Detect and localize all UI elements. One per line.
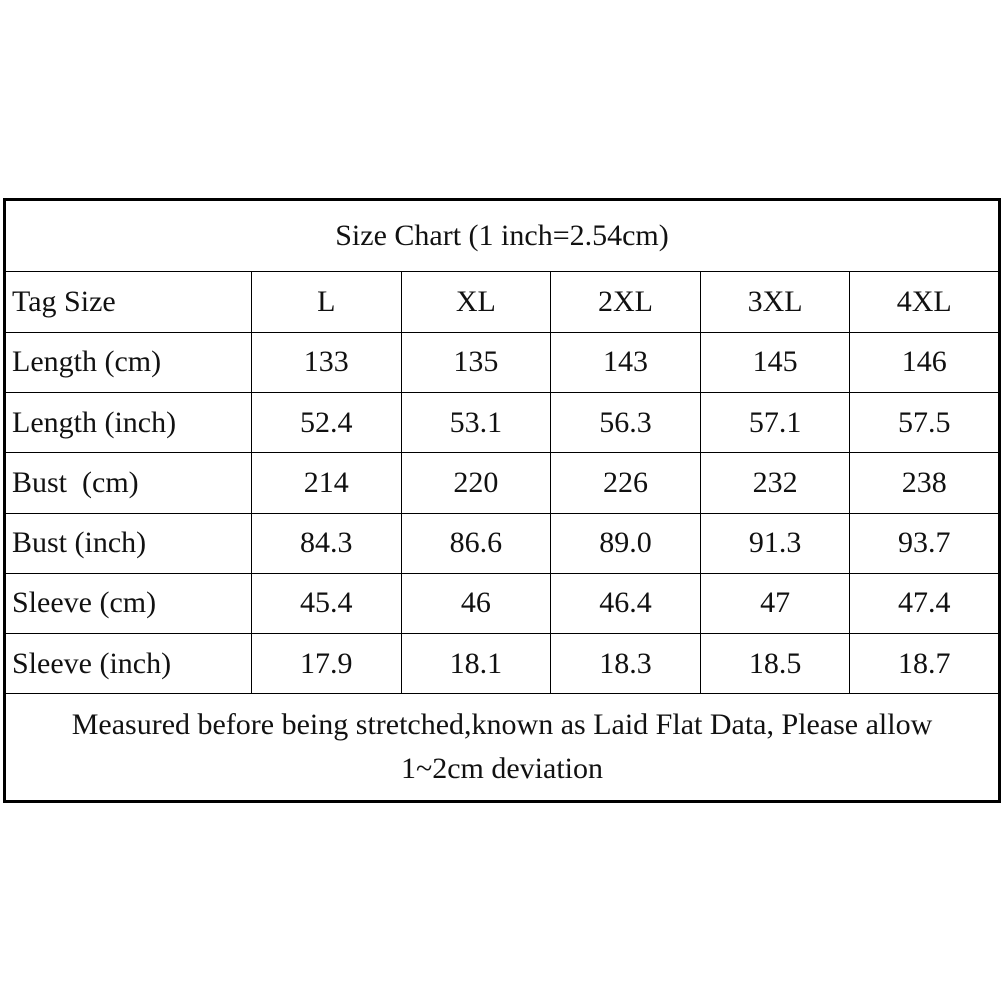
header-row: Tag Size L XL 2XL 3XL 4XL (4, 271, 1001, 333)
note-row: Measured before being stretched,known as… (3, 693, 1001, 802)
row-label: Sleeve (inch) (4, 633, 252, 695)
table-cell: 47.4 (849, 572, 1001, 635)
table-cell: 89.0 (550, 512, 701, 574)
table-cell: 47 (699, 572, 851, 635)
table-cell: 232 (699, 452, 851, 514)
table-cell: 91.3 (699, 512, 851, 574)
table-row: Sleeve (cm) 45.4 46 46.4 47 47.4 (4, 572, 1001, 635)
title-row: Size Chart (1 inch=2.54cm) (3, 198, 1001, 273)
table-cell: 238 (849, 452, 1001, 514)
tag-size-label: Tag Size (4, 271, 252, 333)
table-cell: 18.1 (400, 633, 552, 695)
table-cell: 17.9 (251, 633, 402, 695)
table-row: Length (cm) 133 135 143 145 146 (4, 331, 1001, 393)
row-label: Bust (inch) (4, 512, 252, 574)
row-label: Length (cm) (4, 331, 252, 393)
table-cell: 57.1 (699, 391, 851, 454)
table-cell: 146 (849, 331, 1001, 393)
measurement-note: Measured before being stretched,known as… (3, 693, 1001, 802)
chart-title: Size Chart (1 inch=2.54cm) (3, 198, 1001, 273)
row-label: Length (inch) (4, 391, 252, 454)
size-chart-table: Size Chart (1 inch=2.54cm) Tag Size L XL… (3, 198, 1001, 803)
table-cell: 56.3 (550, 391, 701, 454)
table-row: Bust (inch) 84.3 86.6 89.0 91.3 93.7 (4, 512, 1001, 574)
table-cell: 57.5 (849, 391, 1001, 454)
table-cell: 53.1 (400, 391, 552, 454)
table-cell: 145 (699, 331, 851, 393)
table-cell: 46.4 (550, 572, 701, 635)
table-cell: 133 (251, 331, 402, 393)
size-header-cell: L (251, 271, 402, 333)
size-header-cell: 3XL (699, 271, 851, 333)
table-row: Length (inch) 52.4 53.1 56.3 57.1 57.5 (4, 391, 1001, 454)
row-label: Bust (cm) (4, 452, 252, 514)
table-cell: 45.4 (251, 572, 402, 635)
table-cell: 18.7 (849, 633, 1001, 695)
table-cell: 84.3 (251, 512, 402, 574)
table-cell: 214 (251, 452, 402, 514)
size-header-cell: 4XL (849, 271, 1001, 333)
table-row: Sleeve (inch) 17.9 18.1 18.3 18.5 18.7 (4, 633, 1001, 695)
table-cell: 46 (400, 572, 552, 635)
table-cell: 86.6 (400, 512, 552, 574)
note-line-1: Measured before being stretched,known as… (71, 708, 933, 742)
table-cell: 52.4 (251, 391, 402, 454)
table-cell: 135 (400, 331, 552, 393)
size-header-cell: 2XL (550, 271, 701, 333)
table-cell: 18.5 (699, 633, 851, 695)
table-cell: 93.7 (849, 512, 1001, 574)
table-row: Bust (cm) 214 220 226 232 238 (4, 452, 1001, 514)
row-label: Sleeve (cm) (4, 572, 252, 635)
table-cell: 226 (550, 452, 701, 514)
table-cell: 18.3 (550, 633, 701, 695)
table-cell: 220 (400, 452, 552, 514)
size-header-cell: XL (400, 271, 552, 333)
note-line-2: 1~2cm deviation (400, 752, 604, 786)
table-cell: 143 (550, 331, 701, 393)
